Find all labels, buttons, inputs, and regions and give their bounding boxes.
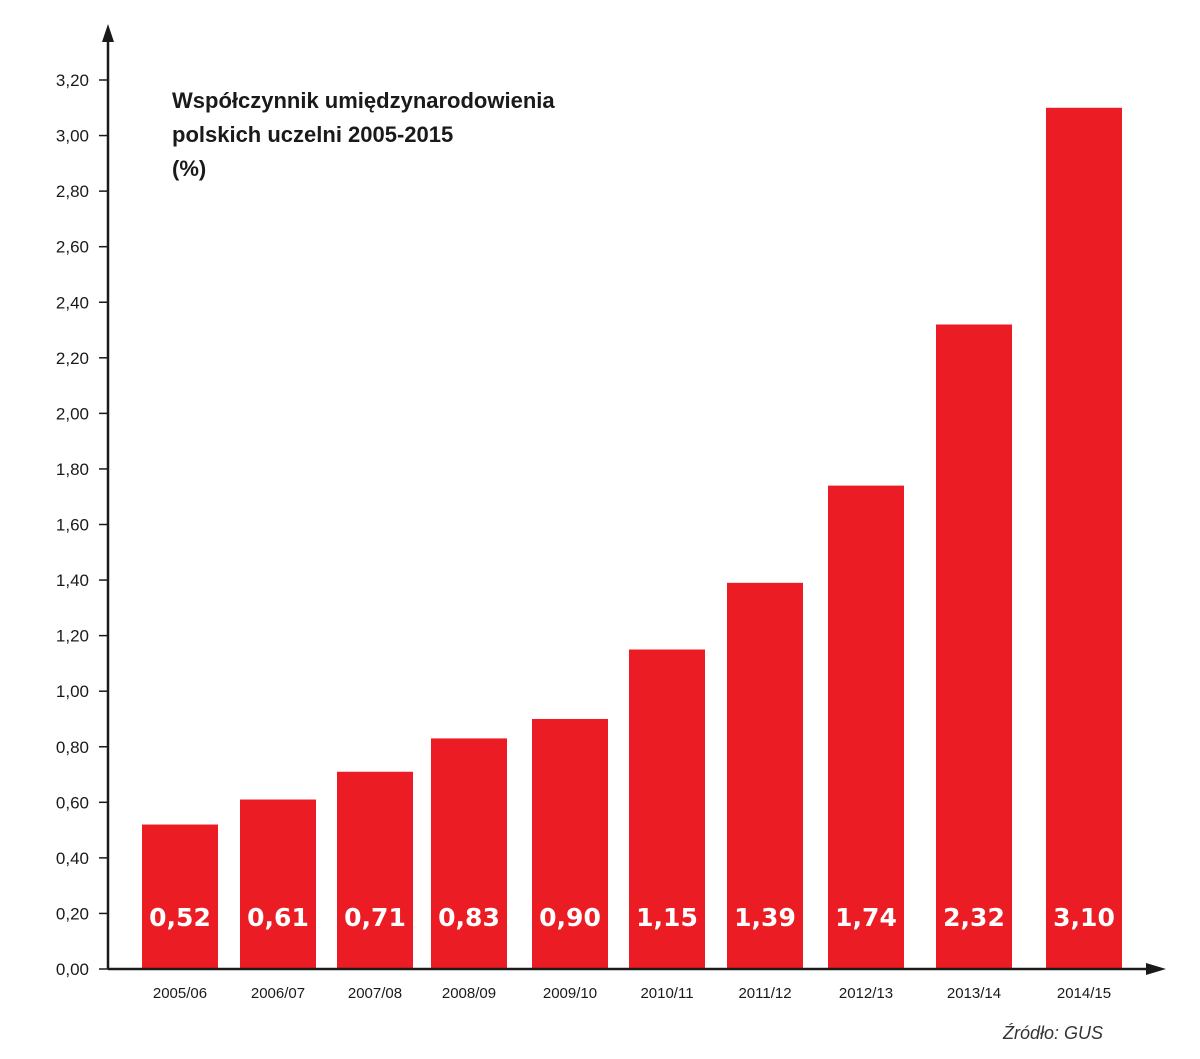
x-category-label: 2010/11 [640, 985, 693, 1002]
bar-value-label: 3,10 [1053, 903, 1115, 932]
bar-value-label: 1,74 [835, 903, 897, 932]
y-tick-label: 0,20 [56, 904, 89, 923]
bar [1046, 107, 1122, 969]
y-tick-label: 2,00 [56, 404, 89, 423]
bar-value-label: 0,90 [539, 903, 601, 932]
bar-value-label: 0,71 [344, 903, 406, 932]
x-category-label: 2009/10 [543, 985, 597, 1002]
y-tick-label: 0,00 [56, 960, 89, 979]
bar [431, 738, 507, 969]
chart-title-line-1: Współczynnik umiędzynarodowienia [172, 88, 555, 113]
source-note: Źródło: GUS [1002, 1023, 1103, 1043]
x-category-label: 2006/07 [251, 985, 305, 1002]
bar-value-label: 1,39 [734, 903, 796, 932]
y-tick-label: 1,80 [56, 460, 89, 479]
y-tick-label: 0,40 [56, 849, 89, 868]
value-labels: 0,52 0,61 0,71 0,83 0,90 1,15 1,39 1,74 2,32 3,10 [149, 903, 1115, 932]
x-category-label: 2014/15 [1057, 985, 1111, 1002]
y-axis-arrow [102, 24, 114, 42]
bar [629, 649, 705, 969]
axes [102, 24, 1166, 975]
bar [828, 485, 904, 969]
bar [727, 582, 803, 969]
y-tick-label: 1,60 [56, 516, 89, 535]
y-axis-ticks: 0,00 0,20 0,40 0,60 0,80 1,00 1,20 1,40 1,60 1,80… [56, 71, 108, 979]
bars [142, 107, 1122, 970]
x-category-label: 2007/08 [348, 985, 402, 1002]
y-tick-label: 2,80 [56, 182, 89, 201]
y-tick-label: 1,00 [56, 682, 89, 701]
x-category-label: 2012/13 [839, 985, 893, 1002]
y-tick-label: 1,20 [56, 627, 89, 646]
bar [337, 771, 413, 969]
bar-value-label: 1,15 [636, 903, 698, 932]
bar-value-label: 2,32 [943, 903, 1005, 932]
x-category-label: 2005/06 [153, 985, 207, 1002]
y-tick-label: 2,40 [56, 293, 89, 312]
y-tick-label: 0,80 [56, 738, 89, 757]
x-axis-labels: 2005/06 2006/07 2007/08 2008/09 2009/10 2010/… [153, 985, 1111, 1002]
x-category-label: 2013/14 [947, 985, 1001, 1002]
y-tick-label: 1,40 [56, 571, 89, 590]
y-tick-label: 3,00 [56, 127, 89, 146]
bar-value-label: 0,52 [149, 903, 211, 932]
y-tick-label: 3,20 [56, 71, 89, 90]
y-tick-label: 0,60 [56, 793, 89, 812]
x-category-label: 2008/09 [442, 985, 496, 1002]
x-category-label: 2011/12 [738, 985, 791, 1002]
y-tick-label: 2,20 [56, 349, 89, 368]
y-tick-label: 2,60 [56, 238, 89, 257]
bar [142, 824, 218, 969]
bar [936, 324, 1012, 970]
bar-value-label: 0,61 [247, 903, 309, 932]
chart-title-line-2: polskich uczelni 2005-2015 [172, 122, 453, 147]
bar [532, 718, 608, 969]
bar-value-label: 0,83 [438, 903, 500, 932]
bar [240, 799, 316, 969]
x-axis-arrow [1146, 963, 1166, 975]
chart-title: Współczynnik umiędzynarodowienia polskic… [172, 88, 555, 181]
chart-title-line-3: (%) [172, 156, 206, 181]
